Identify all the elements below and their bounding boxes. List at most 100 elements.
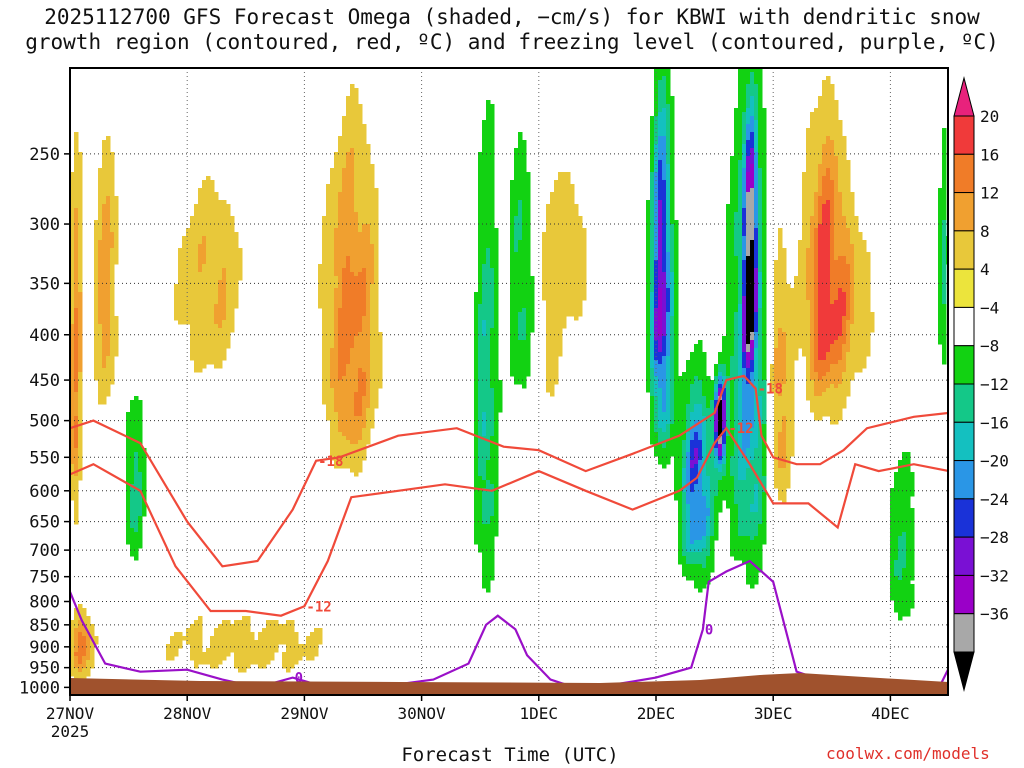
omega-cell: [234, 636, 239, 641]
omega-cell: [686, 556, 691, 561]
omega-cell: [686, 452, 691, 457]
omega-cell: [330, 192, 335, 197]
omega-cell: [558, 348, 563, 353]
omega-cell: [658, 332, 663, 337]
omega-cell: [474, 492, 479, 497]
omega-cell: [478, 536, 483, 541]
omega-cell: [74, 240, 79, 245]
omega-cell: [346, 364, 351, 369]
omega-cell: [338, 224, 343, 229]
omega-cell: [230, 624, 235, 629]
omega-cell: [194, 204, 199, 209]
omega-cell: [354, 176, 359, 181]
omega-cell: [362, 228, 367, 233]
omega-cell: [78, 452, 83, 457]
omega-cell: [210, 304, 215, 309]
omega-cell: [350, 184, 355, 189]
omega-cell: [102, 172, 107, 177]
omega-cell: [350, 332, 355, 337]
omega-cell: [198, 240, 203, 245]
omega-cell: [334, 392, 339, 397]
omega-cell: [342, 216, 347, 221]
omega-cell: [494, 440, 499, 445]
omega-cell: [74, 144, 79, 149]
omega-cell: [482, 164, 487, 169]
omega-cell: [662, 100, 667, 105]
omega-cell: [658, 176, 663, 181]
omega-cell: [354, 116, 359, 121]
omega-cell: [218, 292, 223, 297]
omega-cell: [566, 172, 571, 177]
omega-cell: [690, 364, 695, 369]
omega-cell: [106, 368, 111, 373]
omega-cell: [518, 356, 523, 361]
omega-cell: [362, 204, 367, 209]
omega-cell: [214, 280, 219, 285]
omega-cell: [650, 348, 655, 353]
omega-cell: [86, 644, 91, 649]
omega-cell: [74, 640, 79, 645]
omega-cell: [646, 336, 651, 341]
omega-cell: [74, 148, 79, 153]
omega-cell: [366, 224, 371, 229]
omega-cell: [206, 324, 211, 329]
omega-cell: [662, 236, 667, 241]
omega-cell: [546, 224, 551, 229]
omega-cell: [194, 664, 199, 669]
omega-cell: [342, 380, 347, 385]
omega-cell: [546, 360, 551, 365]
omega-cell: [74, 328, 79, 333]
omega-cell: [198, 228, 203, 233]
omega-cell: [666, 296, 671, 301]
omega-cell: [130, 552, 135, 557]
omega-cell: [198, 332, 203, 337]
omega-cell: [678, 408, 683, 413]
omega-cell: [674, 244, 679, 249]
omega-cell: [350, 240, 355, 245]
omega-cell: [346, 216, 351, 221]
omega-cell: [354, 472, 359, 477]
omega-cell: [98, 372, 103, 377]
omega-cell: [222, 628, 227, 633]
omega-cell: [486, 336, 491, 341]
omega-cell: [134, 512, 139, 517]
omega-cell: [494, 240, 499, 245]
omega-cell: [74, 668, 79, 673]
omega-cell: [338, 248, 343, 253]
omega-cell: [214, 292, 219, 297]
omega-cell: [550, 264, 555, 269]
omega-cell: [482, 552, 487, 557]
omega-cell: [486, 268, 491, 273]
omega-cell: [674, 460, 679, 465]
omega-cell: [358, 388, 363, 393]
omega-cell: [486, 300, 491, 305]
omega-cell: [342, 372, 347, 377]
omega-cell: [94, 228, 99, 233]
omega-cell: [582, 284, 587, 289]
omega-cell: [674, 228, 679, 233]
omega-cell: [498, 400, 503, 405]
omega-cell: [662, 296, 667, 301]
omega-cell: [666, 388, 671, 393]
omega-cell: [226, 260, 231, 265]
omega-cell: [486, 160, 491, 165]
omega-cell: [82, 676, 87, 681]
omega-cell: [226, 648, 231, 653]
omega-cell: [114, 220, 119, 225]
omega-cell: [202, 300, 207, 305]
omega-cell: [646, 284, 651, 289]
omega-cell: [490, 124, 495, 129]
omega-cell: [222, 264, 227, 269]
omega-cell: [650, 136, 655, 141]
omega-cell: [678, 484, 683, 489]
omega-cell: [650, 440, 655, 445]
omega-cell: [334, 436, 339, 441]
omega-cell: [218, 316, 223, 321]
omega-cell: [106, 364, 111, 369]
omega-cell: [142, 492, 147, 497]
omega-cell: [490, 164, 495, 169]
omega-cell: [558, 172, 563, 177]
omega-cell: [574, 236, 579, 241]
omega-cell: [650, 144, 655, 149]
omega-cell: [662, 84, 667, 89]
